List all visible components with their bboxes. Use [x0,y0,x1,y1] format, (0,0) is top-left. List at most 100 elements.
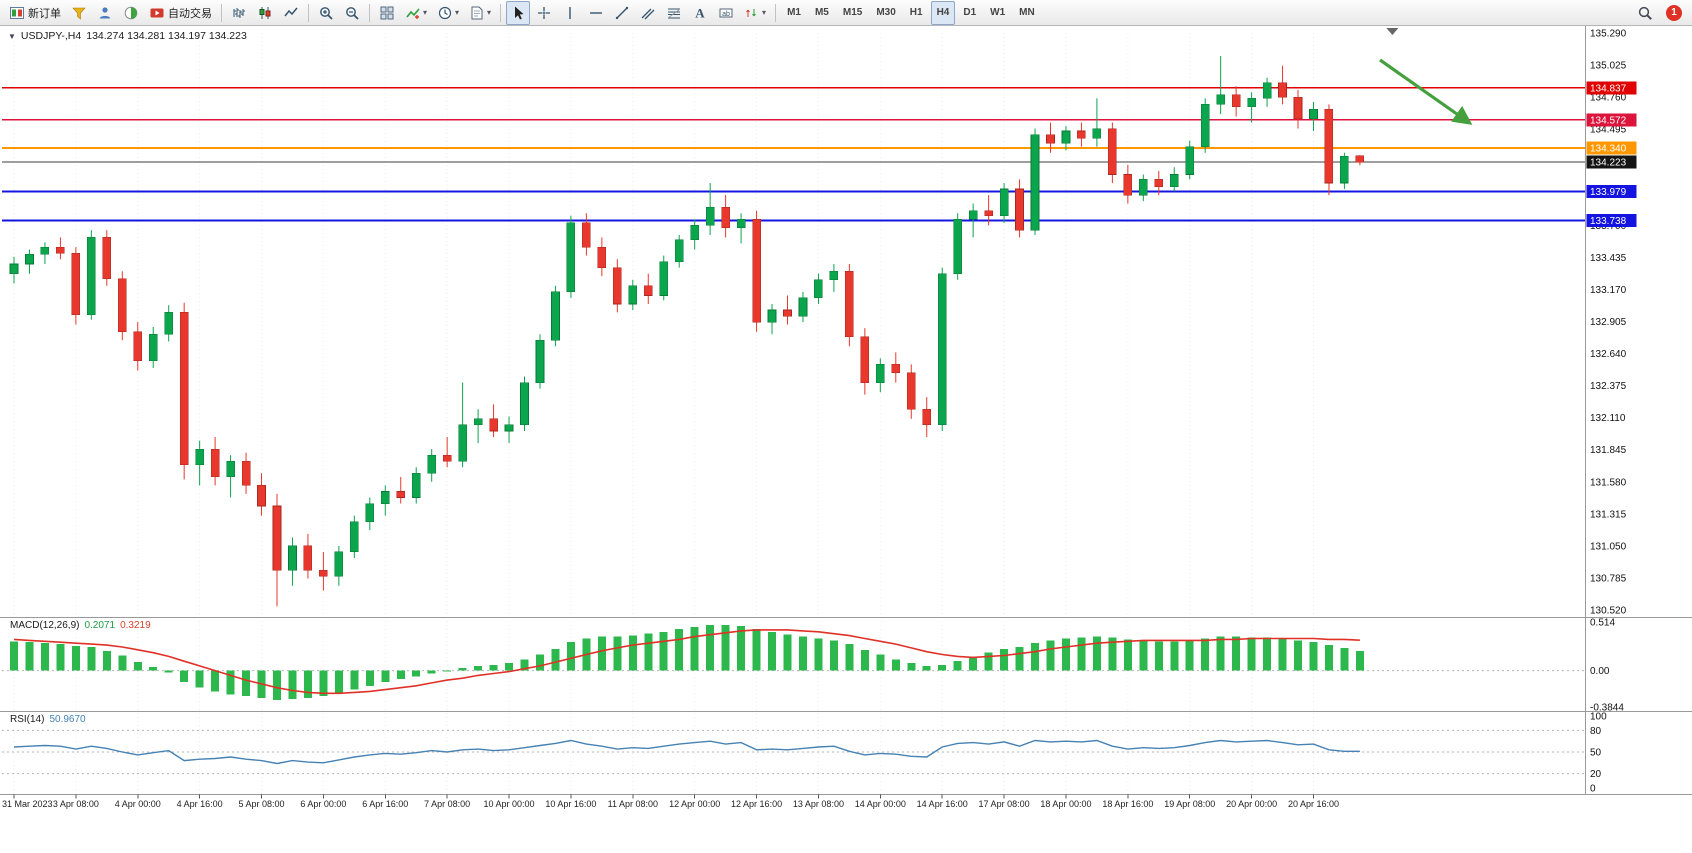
candle[interactable] [1046,134,1055,144]
candle[interactable] [767,309,777,323]
candle[interactable] [690,225,699,241]
templates-button[interactable]: ▾ [465,1,495,25]
candle[interactable] [659,261,669,296]
candle[interactable] [1231,94,1241,108]
candle[interactable] [427,454,436,474]
candle[interactable] [210,448,220,478]
zoom-in-button[interactable] [314,1,338,25]
candle[interactable] [9,263,19,275]
candle[interactable] [179,312,189,466]
timeframe-w1[interactable]: W1 [984,1,1011,25]
timeframe-m1[interactable]: M1 [781,1,807,25]
candle[interactable] [1200,104,1210,148]
candle[interactable] [999,188,1009,216]
timeframe-m30[interactable]: M30 [870,1,901,25]
chevron-down-icon[interactable]: ▾ [487,8,492,17]
candle[interactable] [458,424,467,462]
candle[interactable] [628,285,638,305]
candle[interactable] [937,273,947,426]
candle[interactable] [40,246,50,255]
candle[interactable] [411,473,421,498]
macd-pane[interactable] [2,625,1585,700]
timeframe-m5[interactable]: M5 [809,1,835,25]
arrows-button[interactable]: ▾ [740,1,770,25]
candle[interactable] [396,491,406,498]
candle[interactable] [1340,156,1349,184]
candle[interactable] [195,448,204,466]
candle[interactable] [56,246,65,254]
candle[interactable] [1216,94,1225,105]
chevron-down-icon[interactable]: ▾ [762,8,767,17]
candle[interactable] [1309,108,1318,120]
candle[interactable] [1262,82,1272,99]
candle[interactable] [721,206,730,229]
candle[interactable] [334,551,344,577]
tile-windows-button[interactable] [375,1,399,25]
market-button[interactable] [119,1,143,25]
candle[interactable] [814,279,823,299]
candle[interactable] [953,218,962,275]
candle[interactable] [906,372,916,410]
candlestick-button[interactable] [253,1,277,25]
candle[interactable] [473,418,483,426]
candle[interactable] [752,218,761,323]
candle[interactable] [1247,98,1256,108]
candle[interactable] [566,222,576,293]
candle[interactable] [442,454,452,462]
candle[interactable] [783,309,792,317]
candle[interactable] [520,382,529,426]
new-order-button[interactable]: 新订单 [5,1,65,25]
line-chart-button[interactable] [279,1,303,25]
zoom-out-button[interactable] [340,1,364,25]
text-label-button[interactable]: ab [714,1,738,25]
notification-badge[interactable]: 1 [1666,4,1682,21]
candle[interactable] [1169,174,1179,187]
candle[interactable] [303,545,313,571]
candle[interactable] [551,291,560,341]
candle[interactable] [613,267,622,305]
candle[interactable] [860,336,870,383]
candle[interactable] [288,545,297,571]
candle[interactable] [582,222,591,248]
candle[interactable] [272,505,282,571]
candle[interactable] [25,254,34,265]
candle[interactable] [984,210,993,216]
candle[interactable] [1123,174,1133,196]
candle[interactable] [876,364,885,383]
timeframe-d1[interactable]: D1 [957,1,982,25]
candle[interactable] [164,312,173,335]
candle[interactable] [241,460,251,486]
candle[interactable] [489,418,498,432]
chevron-down-icon[interactable]: ▾ [423,8,428,17]
candle[interactable] [117,278,127,333]
candle[interactable] [535,339,545,383]
candle[interactable] [365,503,375,522]
candle[interactable] [380,491,390,504]
text-button[interactable]: A [688,1,712,25]
timeframe-mn[interactable]: MN [1013,1,1041,25]
indicators-button[interactable]: ▾ [401,1,431,25]
main-price-pane[interactable] [2,28,1585,607]
timeframe-h4[interactable]: H4 [930,0,956,25]
candle[interactable] [845,270,854,337]
fibonacci-button[interactable] [662,1,686,25]
candle[interactable] [1092,128,1102,139]
arrow-object[interactable] [1379,58,1473,125]
one-click-trading-toggle[interactable]: ▼ [8,31,16,41]
community-button[interactable] [93,1,117,25]
candle[interactable] [736,218,746,229]
candle[interactable] [226,460,235,478]
vertical-line-button[interactable] [558,1,582,25]
candle[interactable] [1293,96,1303,120]
candle[interactable] [1015,188,1024,231]
chart-canvas[interactable]: 135.290135.025134.760134.495134.230133.9… [0,26,1692,853]
candle[interactable] [257,485,266,507]
candle[interactable] [1061,130,1071,144]
bar-chart-button[interactable] [227,1,251,25]
candle[interactable] [597,246,607,268]
equidistant-channel-button[interactable] [636,1,660,25]
candle[interactable] [1355,155,1365,163]
candle[interactable] [71,252,81,316]
candle[interactable] [798,297,808,317]
metaeditor-button[interactable] [67,1,91,25]
